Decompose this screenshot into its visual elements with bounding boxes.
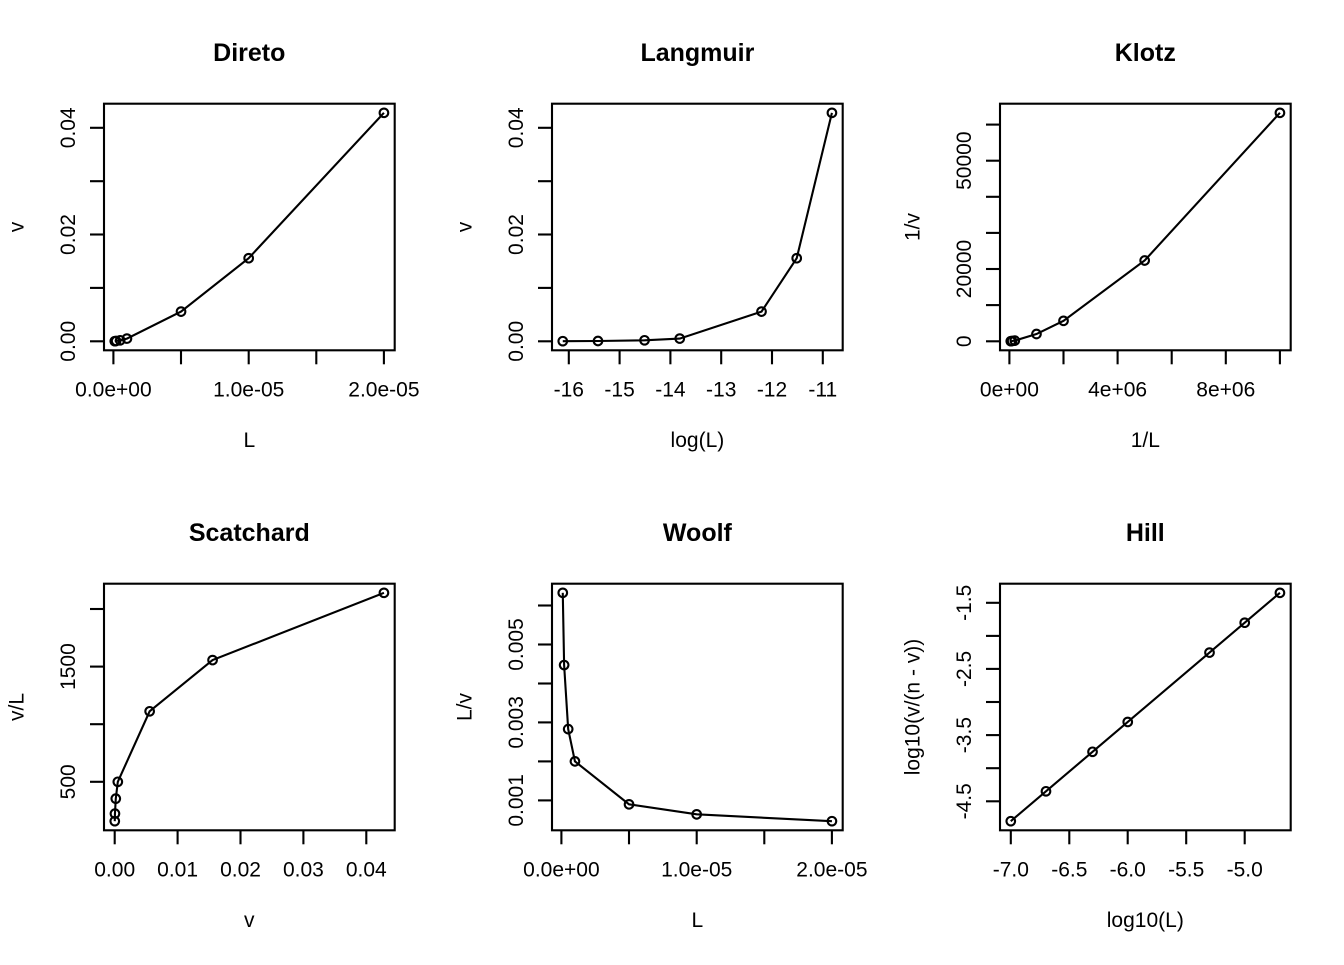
- svg-text:0.02: 0.02: [57, 214, 80, 255]
- svg-text:1500: 1500: [57, 643, 80, 690]
- svg-text:-5.5: -5.5: [1168, 858, 1204, 881]
- svg-text:Woolf: Woolf: [663, 519, 733, 547]
- svg-text:1.0e-05: 1.0e-05: [213, 378, 284, 401]
- svg-text:0.005: 0.005: [505, 618, 528, 671]
- svg-text:0.03: 0.03: [283, 858, 324, 881]
- svg-text:-6.5: -6.5: [1051, 858, 1087, 881]
- svg-text:0.0e+00: 0.0e+00: [75, 378, 152, 401]
- svg-text:v/L: v/L: [5, 693, 28, 721]
- svg-text:0: 0: [953, 335, 976, 347]
- svg-text:-15: -15: [604, 378, 634, 401]
- svg-text:-13: -13: [706, 378, 736, 401]
- svg-text:v: v: [453, 221, 476, 232]
- svg-text:0.003: 0.003: [505, 696, 528, 749]
- svg-text:2.0e-05: 2.0e-05: [796, 858, 867, 881]
- svg-text:Langmuir: Langmuir: [640, 39, 754, 67]
- svg-text:-16: -16: [554, 378, 584, 401]
- svg-text:log10(v/(n - v)): log10(v/(n - v)): [901, 639, 924, 776]
- svg-text:-12: -12: [757, 378, 787, 401]
- svg-text:L: L: [243, 429, 255, 452]
- svg-text:0.02: 0.02: [505, 214, 528, 255]
- svg-text:0.02: 0.02: [220, 858, 261, 881]
- svg-text:-2.5: -2.5: [953, 651, 976, 687]
- svg-text:v: v: [244, 909, 255, 932]
- svg-text:log10(L): log10(L): [1107, 909, 1184, 932]
- svg-text:0.00: 0.00: [57, 321, 80, 362]
- svg-text:v: v: [5, 221, 28, 232]
- svg-text:8e+06: 8e+06: [1196, 378, 1255, 401]
- svg-text:50000: 50000: [953, 131, 976, 189]
- svg-text:Direto: Direto: [213, 39, 285, 67]
- svg-text:0.01: 0.01: [157, 858, 198, 881]
- svg-text:-14: -14: [655, 378, 686, 401]
- svg-text:1.0e-05: 1.0e-05: [661, 858, 732, 881]
- svg-text:L/v: L/v: [453, 692, 476, 721]
- svg-text:Hill: Hill: [1126, 519, 1165, 547]
- svg-text:0.04: 0.04: [505, 107, 528, 148]
- svg-text:1/L: 1/L: [1131, 429, 1160, 452]
- svg-text:4e+06: 4e+06: [1088, 378, 1147, 401]
- svg-text:L: L: [692, 909, 704, 932]
- svg-text:0.001: 0.001: [505, 774, 528, 827]
- svg-text:500: 500: [57, 764, 80, 799]
- svg-text:-4.5: -4.5: [953, 783, 976, 819]
- svg-text:-5.0: -5.0: [1227, 858, 1263, 881]
- svg-text:-1.5: -1.5: [953, 585, 976, 621]
- svg-text:Klotz: Klotz: [1115, 39, 1176, 67]
- svg-text:20000: 20000: [953, 240, 976, 298]
- svg-text:2.0e-05: 2.0e-05: [348, 378, 419, 401]
- svg-text:-6.0: -6.0: [1110, 858, 1146, 881]
- svg-text:0.04: 0.04: [57, 107, 80, 148]
- svg-text:0e+00: 0e+00: [980, 378, 1039, 401]
- svg-text:0.0e+00: 0.0e+00: [523, 858, 600, 881]
- svg-text:0.00: 0.00: [94, 858, 135, 881]
- svg-text:log(L): log(L): [671, 429, 725, 452]
- svg-text:-3.5: -3.5: [953, 717, 976, 753]
- svg-text:0.00: 0.00: [505, 321, 528, 362]
- svg-text:Scatchard: Scatchard: [189, 519, 310, 547]
- svg-text:-11: -11: [808, 378, 837, 401]
- svg-text:0.04: 0.04: [346, 858, 387, 881]
- svg-text:-7.0: -7.0: [993, 858, 1029, 881]
- svg-text:1/v: 1/v: [901, 212, 924, 241]
